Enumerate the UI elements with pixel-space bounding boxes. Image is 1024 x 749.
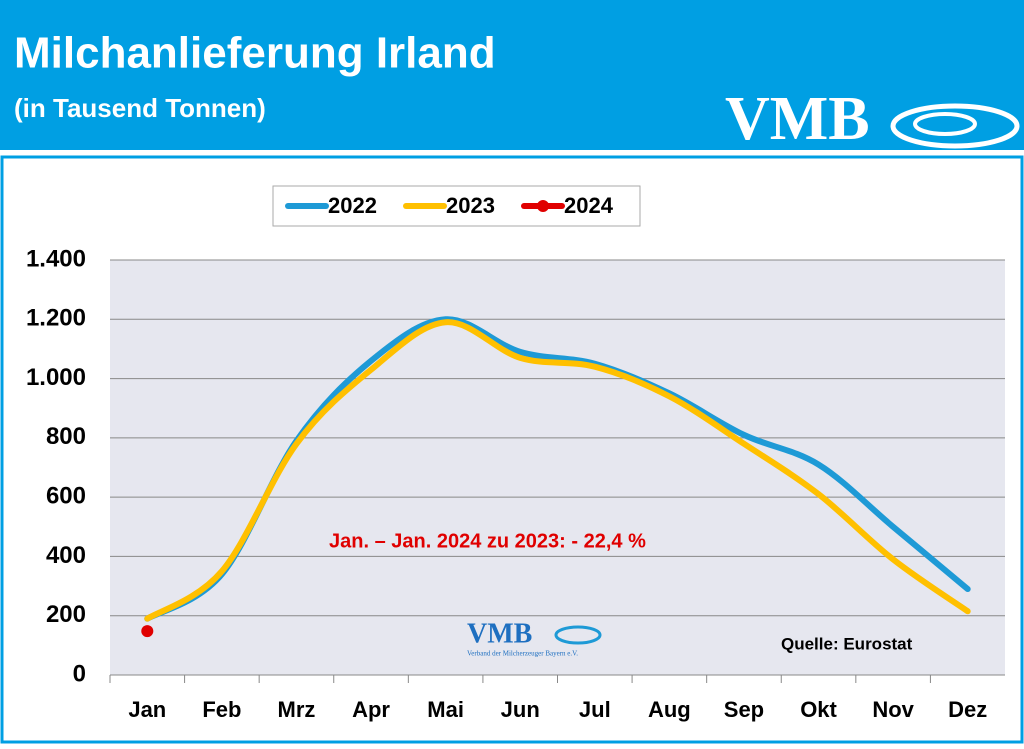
y-tick-label: 400 — [46, 542, 86, 569]
y-tick-label: 200 — [46, 601, 86, 628]
x-tick-label: Mrz — [278, 697, 316, 722]
y-tick-label: 600 — [46, 482, 86, 509]
watermark-swirl — [554, 625, 602, 645]
series-line — [144, 319, 971, 622]
y-tick-label: 1.200 — [26, 305, 86, 332]
y-tick-label: 800 — [46, 423, 86, 450]
header-band — [0, 0, 1024, 150]
x-tick-label: Sep — [724, 697, 764, 722]
x-tick-label: Jul — [579, 697, 611, 722]
logo-swirl — [890, 103, 1020, 149]
logo-swirl — [913, 112, 977, 136]
x-tick-label: Aug — [648, 697, 691, 722]
y-tick-label: 1.000 — [26, 364, 86, 391]
header-logo: VMB — [725, 85, 870, 153]
x-tick-label: Jun — [501, 697, 540, 722]
legend-label: 2023 — [446, 193, 495, 218]
header-title: Milchanlieferung Irland — [14, 29, 496, 78]
x-tick-label: Okt — [800, 697, 837, 722]
x-tick-label: Dez — [948, 697, 987, 722]
watermark-logo: VMB — [467, 618, 532, 649]
legend — [272, 185, 641, 227]
plot-area — [110, 260, 1005, 675]
x-tick-label: Nov — [872, 697, 914, 722]
legend-label: 2022 — [328, 193, 377, 218]
x-tick-label: Apr — [352, 697, 390, 722]
x-tick-label: Mai — [427, 697, 464, 722]
annotation: Jan. – Jan. 2024 zu 2023: - 22,4 % — [329, 530, 646, 552]
y-tick-label: 1.400 — [26, 245, 86, 272]
source: Quelle: Eurostat — [781, 634, 913, 653]
header-subtitle: (in Tausend Tonnen) — [14, 93, 266, 123]
legend-label: 2024 — [564, 193, 614, 218]
point — [141, 625, 154, 638]
watermark-subtitle: Verband der Milcherzeuger Bayern e.V. — [467, 650, 578, 658]
x-tick-label: Feb — [202, 697, 241, 722]
y-tick-label: 0 — [73, 660, 86, 687]
x-tick-label: Jan — [128, 697, 166, 722]
legend-marker — [537, 200, 549, 212]
